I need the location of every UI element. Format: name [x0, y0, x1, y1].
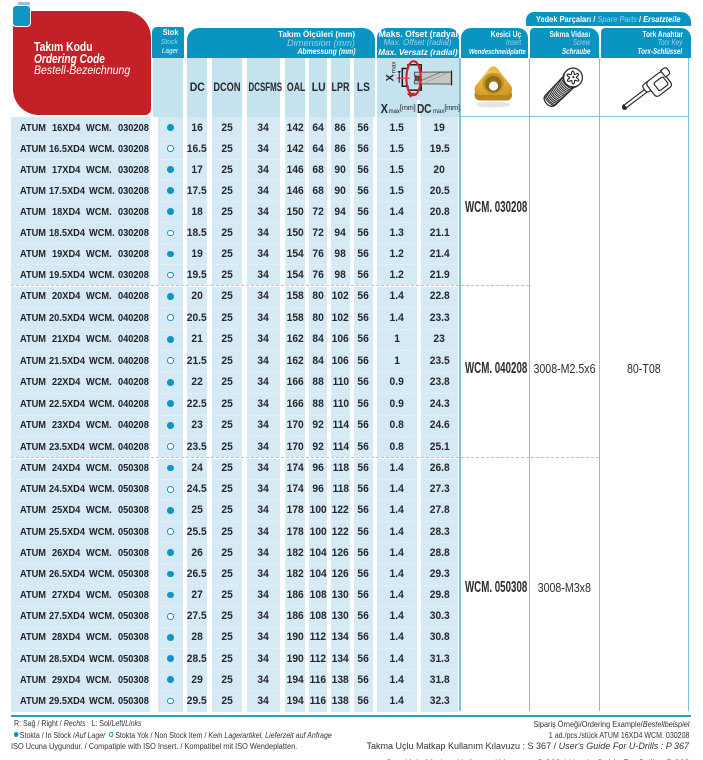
svg-text:max: max [390, 61, 397, 74]
svg-text:X: X [384, 74, 396, 82]
